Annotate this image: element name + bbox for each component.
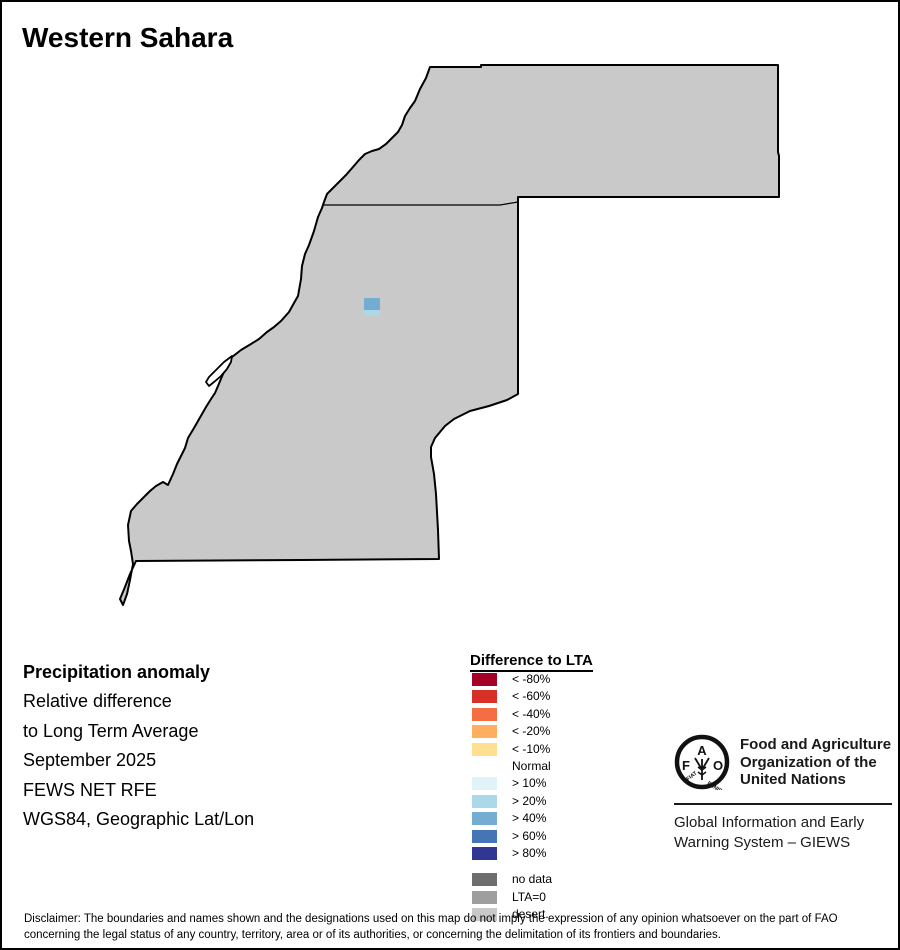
fao-org-line: Organization of the [740, 753, 877, 771]
legend-label: desert. [512, 907, 549, 922]
legend-label: > 80% [512, 845, 547, 860]
disclaimer-line: concerning the legal status of any count… [24, 928, 721, 941]
legend-swatch [472, 673, 497, 686]
giews-line: Global Information and Early [674, 814, 865, 831]
legend-item: < -40% [472, 706, 552, 725]
legend-item: > 80% [472, 845, 552, 864]
legend-item: > 40% [472, 812, 552, 829]
legend-swatch [472, 908, 497, 922]
fao-logo-icon: A F O FIAT PANIS [674, 734, 730, 790]
dakhla-peninsula [205, 355, 233, 387]
anomaly-cell-gt40 [364, 298, 380, 310]
legend-swatch [472, 794, 497, 808]
info-line: Relative difference [23, 691, 172, 712]
legend-swatch [472, 890, 497, 904]
disclaimer-line: Disclaimer: The boundaries and names sho… [24, 913, 838, 925]
legend-swatch [472, 829, 497, 843]
anomaly-cell-gt20 [364, 310, 380, 316]
giews-label: Global Information and Early Warning Sys… [674, 813, 864, 853]
disclaimer: Disclaimer: The boundaries and names sho… [24, 912, 838, 943]
legend-item: < -10% [472, 741, 552, 760]
info-line: September 2025 [23, 750, 157, 771]
legend-item: > 10% [472, 777, 552, 794]
legend-label: > 20% [512, 793, 547, 808]
legend-item: < -80% [472, 673, 552, 690]
fao-logo-letter-f: F [682, 758, 690, 773]
page-title: Western Sahara [22, 22, 234, 53]
legend-swatch [472, 873, 497, 887]
legend-label: > 10% [512, 776, 547, 791]
info-line: to Long Term Average [23, 720, 199, 741]
fao-org-line: Food and Agriculture [740, 736, 892, 753]
legend-swatch [472, 725, 497, 739]
legend-label: no data [512, 872, 553, 887]
territory-outline [119, 64, 780, 606]
legend-swatch [472, 846, 497, 860]
legend: < -80% < -60% < -40% < -20% < -10% Norma… [472, 673, 552, 925]
fao-org-name: Food and Agriculture Organization of the… [740, 736, 891, 789]
legend-label: < -80% [512, 672, 551, 686]
legend-label: < -10% [512, 741, 551, 756]
legend-title: Difference to LTA [470, 652, 593, 672]
legend-item: < -60% [472, 690, 552, 707]
legend-label: > 40% [512, 811, 547, 826]
legend-label: Normal [512, 758, 551, 773]
legend-item: no data [472, 873, 552, 890]
fao-divider-rule [674, 803, 892, 805]
info-line: FEWS NET RFE [23, 779, 157, 800]
admin-divider-line [324, 201, 519, 206]
legend-swatch [472, 777, 497, 791]
legend-label: < -40% [512, 706, 551, 721]
legend-item: Normal [472, 758, 552, 777]
legend-label: LTA=0 [512, 889, 546, 904]
fao-logo-letter-a: A [697, 743, 707, 758]
legend-item: > 60% [472, 828, 552, 847]
legend-swatch [472, 707, 497, 721]
fao-logo-motto-right: PANIS [706, 781, 723, 790]
legend-item: < -20% [472, 725, 552, 742]
legend-item: desert. [472, 908, 552, 925]
fao-org-line: United Nations [740, 771, 846, 789]
giews-line: Warning System – GIEWS [674, 834, 851, 851]
fao-logo-letter-o: O [713, 758, 723, 773]
legend-swatch [472, 742, 497, 756]
info-line: WGS84, Geographic Lat/Lon [23, 809, 255, 830]
info-line-title: Precipitation anomaly [23, 662, 211, 682]
legend-label: > 60% [512, 828, 547, 843]
legend-swatch [472, 690, 497, 704]
legend-item: LTA=0 [472, 889, 552, 908]
legend-label: < -60% [512, 689, 551, 704]
legend-label: < -20% [512, 724, 551, 739]
legend-swatch [472, 812, 497, 826]
map-info-block: Precipitation anomaly Relative differenc… [23, 658, 254, 834]
legend-item: > 20% [472, 793, 552, 812]
